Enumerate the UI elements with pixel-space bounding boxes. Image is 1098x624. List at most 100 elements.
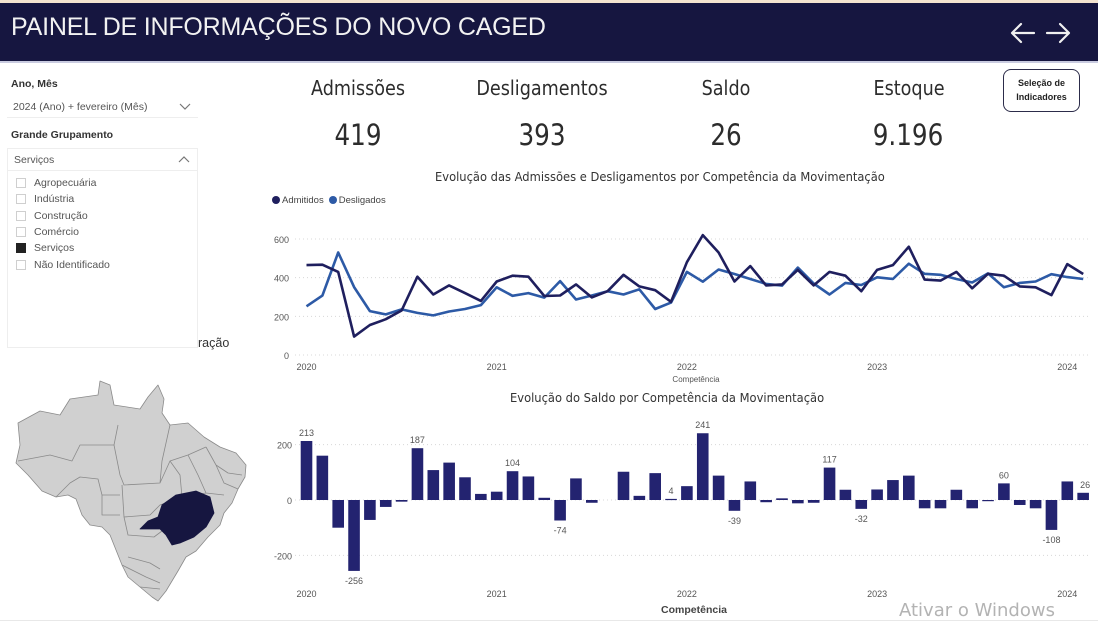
bar-chart-y-tick: -200: [274, 551, 292, 561]
map-state-region-north[interactable]: [15, 380, 247, 602]
line-series-admitidos: [306, 233, 1084, 338]
saldo-bar: [918, 500, 931, 509]
saldo-bar: [807, 500, 820, 503]
kpi-admissoes-label: Admissões: [310, 76, 406, 100]
saldo-bar: [475, 493, 487, 500]
grupamento-option[interactable]: Serviços: [8, 240, 197, 256]
saldo-data-label: -74: [554, 525, 567, 535]
chevron-down-icon: [179, 103, 191, 110]
saldo-bar: [538, 497, 551, 500]
kpi-desligamentos-label: Desligamentos: [476, 76, 608, 100]
grupamento-option-label: Construção: [34, 209, 88, 222]
bar-chart-x-tick: 2020: [296, 589, 316, 599]
grupamento-value: Serviços: [14, 154, 55, 166]
legend-admitidos-label: Admitidos: [282, 195, 324, 206]
saldo-bar: [823, 467, 836, 500]
saldo-bar: [348, 500, 360, 571]
saldo-bar: [839, 489, 852, 500]
saldo-data-label: 60: [999, 470, 1009, 480]
saldo-data-label: 241: [695, 420, 710, 430]
saldo-bar: [459, 477, 471, 500]
grupamento-option[interactable]: Comércio: [8, 224, 197, 240]
ano-mes-label: Ano, Mês: [11, 78, 58, 90]
saldo-bar: [998, 483, 1010, 500]
checkbox-icon[interactable]: [16, 210, 26, 221]
checkbox-icon[interactable]: [16, 259, 26, 270]
grupamento-option-label: Não Identificado: [34, 258, 110, 271]
header-bar: PAINEL DE INFORMAÇÕES DO NOVO CAGED: [0, 3, 1098, 63]
saldo-bar: [792, 500, 804, 504]
legend-admitidos[interactable]: Admitidos: [272, 195, 324, 206]
saldo-bar: [696, 433, 709, 500]
kpi-estoque-label: Estoque: [873, 76, 945, 100]
legend-desligados[interactable]: Desligados: [328, 195, 386, 206]
saldo-data-label: 117: [822, 455, 836, 465]
brazil-map[interactable]: [10, 365, 255, 605]
saldo-bar: [665, 498, 677, 501]
line-chart-y-tick: 200: [274, 312, 289, 322]
arrow-left-icon[interactable]: [1008, 18, 1038, 48]
kpi-estoque-value: 9.196: [872, 118, 944, 152]
selecao-indicadores-button[interactable]: Seleção de Indicadores: [1003, 69, 1080, 112]
saldo-bar: [506, 471, 519, 500]
bar-chart-x-label: Competência: [661, 604, 727, 616]
kpi-admissoes-value: 419: [334, 118, 382, 152]
saldo-data-label: -108: [1042, 535, 1060, 545]
grupamento-options: Agropecuária Indústria Construção Comércio S…: [8, 175, 197, 273]
saldo-bar: [300, 440, 313, 500]
grupamento-option[interactable]: Indústria: [8, 191, 197, 207]
line-chart-title: Evolução das Admissões e Desligamentos p…: [435, 169, 885, 184]
checkbox-icon[interactable]: [16, 194, 26, 205]
checkbox-checked-icon[interactable]: [16, 243, 26, 254]
line-chart-x-label: Competência: [672, 375, 720, 384]
saldo-bar: [522, 476, 535, 500]
saldo-bar: [332, 500, 344, 528]
bottom-divider: [0, 620, 1098, 621]
checkbox-icon[interactable]: [16, 227, 26, 238]
saldo-bar: [712, 475, 725, 500]
saldo-data-label: -39: [728, 516, 741, 526]
kpi-saldo-label: Saldo: [701, 76, 751, 100]
ano-mes-dropdown[interactable]: 2024 (Ano) + fevereiro (Mês): [7, 96, 198, 118]
saldo-bar: [443, 462, 455, 500]
selecao-line2: Indicadores: [1016, 91, 1067, 102]
saldo-bar: [744, 481, 757, 500]
saldo-data-label: 104: [505, 458, 520, 468]
checkbox-icon[interactable]: [16, 178, 26, 189]
saldo-bar: [966, 500, 978, 509]
saldo-bar: [950, 489, 963, 500]
grupamento-option[interactable]: Não Identificado: [8, 256, 197, 272]
saldo-bar: [554, 500, 566, 521]
saldo-data-label: 4: [669, 486, 674, 496]
saldo-bar: [776, 498, 788, 500]
saldo-data-label: 213: [299, 428, 314, 438]
saldo-bar: [855, 500, 868, 509]
saldo-bar: [379, 500, 392, 507]
saldo-data-label: -32: [855, 514, 868, 524]
grupamento-option[interactable]: Agropecuária: [8, 175, 197, 191]
saldo-bar: [617, 471, 630, 500]
saldo-bar: [760, 500, 772, 503]
saldo-bar: [316, 455, 329, 500]
line-chart-x-tick: 2023: [867, 362, 887, 372]
window-top-border: [0, 0, 1098, 3]
saldo-bar: [1077, 492, 1089, 500]
grande-grupamento-label: Grande Grupamento: [11, 129, 114, 141]
line-chart-x-tick: 2020: [296, 362, 316, 372]
map-state-minas-gerais[interactable]: [139, 490, 215, 546]
grupamento-dropdown[interactable]: Serviços: [8, 149, 197, 171]
bar-chart-y-tick: 0: [287, 496, 292, 506]
line-chart-y-tick: 0: [284, 351, 289, 361]
bar-chart-x-tick: 2021: [487, 589, 507, 599]
line-series-desligados: [305, 251, 1084, 317]
kpi-saldo-value: 26: [710, 118, 742, 152]
saldo-bar: [887, 480, 899, 500]
grupamento-option[interactable]: Construção: [8, 208, 197, 224]
grupamento-option-label: Agropecuária: [34, 177, 97, 190]
arrow-right-icon[interactable]: [1043, 18, 1073, 48]
grande-grupamento-slicer: Serviços Agropecuária Indústria Construção…: [7, 148, 198, 348]
saldo-bar: [427, 470, 440, 500]
